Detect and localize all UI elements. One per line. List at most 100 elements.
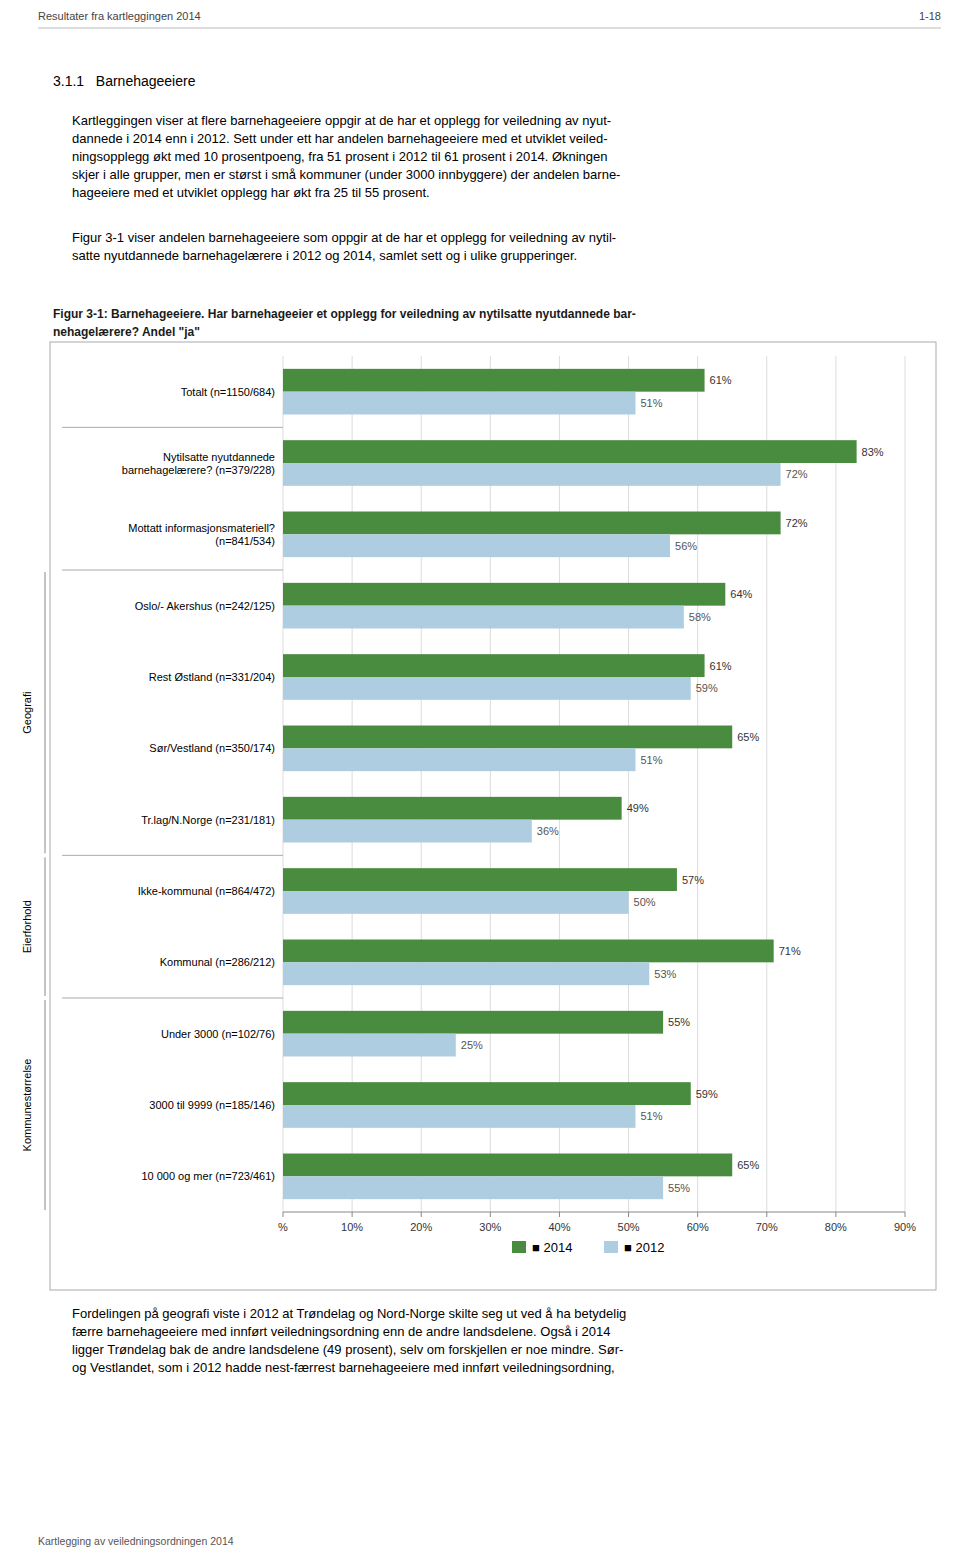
bar	[283, 797, 622, 820]
tick-mark	[628, 1212, 629, 1217]
bar	[283, 1176, 663, 1199]
data-label: 59%	[696, 682, 718, 694]
category-labels: Totalt (n=1150/684) Nytilsatte nyutdanned…	[122, 386, 275, 1183]
data-label: 56%	[675, 540, 697, 552]
legend: ■ 2014■ 2012	[512, 1240, 664, 1255]
footer: Kartlegging av veiledningsordningen 2014	[38, 1535, 234, 1547]
body-text: dannede i 2014 enn i 2012. Sett under et…	[72, 131, 608, 146]
data-label: 65%	[737, 731, 759, 743]
category-label: Sør/Vestland (n=350/174)	[149, 742, 275, 754]
bar	[283, 654, 705, 677]
data-label: 83%	[862, 446, 884, 458]
category-label-line: 10 000 og mer (n=723/461)	[141, 1170, 275, 1182]
tick-mark	[490, 1212, 491, 1217]
bar	[283, 1011, 663, 1034]
body-text: ligger Trøndelag bak de andre landsdelen…	[72, 1342, 623, 1357]
category-label: Under 3000 (n=102/76)	[161, 1028, 275, 1040]
tick-label: 90%	[894, 1221, 916, 1233]
category-label: Rest Østland (n=331/204)	[149, 671, 275, 683]
data-label: 58%	[689, 611, 711, 623]
group-separator	[62, 427, 283, 428]
tick-mark	[905, 1212, 906, 1217]
bar	[283, 369, 705, 392]
body-text: ningsopplegg økt med 10 prosentpoeng, fr…	[72, 149, 608, 164]
group-bracket	[45, 572, 46, 853]
bar	[283, 891, 629, 914]
bar	[283, 392, 635, 415]
data-label: 50%	[634, 896, 656, 908]
group-separator	[62, 855, 283, 856]
body-text: hageeiere med et utviklet opplegg har øk…	[72, 185, 430, 200]
bar	[283, 820, 532, 843]
body-text: Kartleggingen viser at flere barnehageei…	[72, 113, 611, 128]
tick-label: 40%	[548, 1221, 570, 1233]
bar	[283, 726, 732, 749]
legend-label: ■ 2012	[624, 1240, 664, 1255]
grid-line	[905, 356, 906, 1212]
bars	[283, 369, 857, 1199]
x-axis	[283, 1212, 905, 1213]
tick-mark	[766, 1212, 767, 1217]
category-groups: GeografiEierforholdKommunestørrelse	[21, 427, 283, 1210]
group-bracket	[45, 857, 46, 996]
category-label-line: Under 3000 (n=102/76)	[161, 1028, 275, 1040]
tick-label: 10%	[341, 1221, 363, 1233]
data-label: 49%	[627, 802, 649, 814]
category-label-line: Ikke-kommunal (n=864/472)	[138, 885, 275, 897]
data-label: 53%	[654, 968, 676, 980]
bar	[283, 440, 857, 463]
legend-swatch	[604, 1241, 618, 1253]
bar	[283, 583, 725, 606]
bar	[283, 940, 774, 963]
category-label-line: barnehagelærere? (n=379/228)	[122, 464, 275, 476]
group-label: Eierforhold	[21, 900, 33, 953]
category-label: Ikke-kommunal (n=864/472)	[138, 885, 275, 897]
bar	[283, 748, 635, 771]
bar	[283, 1034, 456, 1057]
category-label-line: 3000 til 9999 (n=185/146)	[149, 1099, 275, 1111]
category-label: Mottatt informasjonsmateriell?(n=841/534…	[128, 522, 275, 547]
data-label: 64%	[730, 588, 752, 600]
data-label: 72%	[786, 468, 808, 480]
tick-label: 70%	[756, 1221, 778, 1233]
header-right: 1-18	[919, 10, 941, 22]
tick-mark	[697, 1212, 698, 1217]
data-label: 55%	[668, 1016, 690, 1028]
tick-mark	[421, 1212, 422, 1217]
data-label: 71%	[779, 945, 801, 957]
category-label: Totalt (n=1150/684)	[181, 386, 275, 398]
category-label-line: Tr.lag/N.Norge (n=231/181)	[141, 814, 275, 826]
category-label-line: Rest Østland (n=331/204)	[149, 671, 275, 683]
category-label: Oslo/- Akershus (n=242/125)	[135, 600, 275, 612]
body-text: Figur 3-1 viser andelen barnehageeiere s…	[72, 230, 616, 245]
tick-mark	[559, 1212, 560, 1217]
bar	[283, 463, 781, 486]
group-separator	[62, 570, 283, 571]
group-label: Geografi	[21, 692, 33, 734]
category-label: Nytilsatte nyutdannedebarnehagelærere? (…	[122, 451, 275, 476]
category-label: Kommunal (n=286/212)	[160, 956, 275, 968]
group-separator	[62, 998, 283, 999]
tick-label: 30%	[479, 1221, 501, 1233]
tick-mark	[283, 1212, 284, 1217]
tick-label: 80%	[825, 1221, 847, 1233]
tick-label: 20%	[410, 1221, 432, 1233]
category-label: Tr.lag/N.Norge (n=231/181)	[141, 814, 275, 826]
data-label: 57%	[682, 874, 704, 886]
data-label: 51%	[640, 754, 662, 766]
chart-border	[50, 342, 936, 1290]
tick-mark	[352, 1212, 353, 1217]
bar	[283, 512, 781, 535]
header-left: Resultater fra kartleggingen 2014	[38, 10, 201, 22]
bar	[283, 606, 684, 629]
tick-label: 50%	[618, 1221, 640, 1233]
chart-title: nehagelærere? Andel "ja"	[53, 325, 200, 339]
category-label-line: (n=841/534)	[215, 535, 275, 547]
category-label-line: Mottatt informasjonsmateriell?	[128, 522, 275, 534]
data-labels: 61%83%72%64%61%65%49%57%71%55%59%65%51%7…	[461, 374, 884, 1193]
bar	[283, 1105, 635, 1128]
page: Resultater fra kartleggingen 20141-183.1…	[0, 0, 960, 1558]
data-label: 61%	[710, 660, 732, 672]
data-label: 51%	[640, 397, 662, 409]
bar	[283, 677, 691, 700]
